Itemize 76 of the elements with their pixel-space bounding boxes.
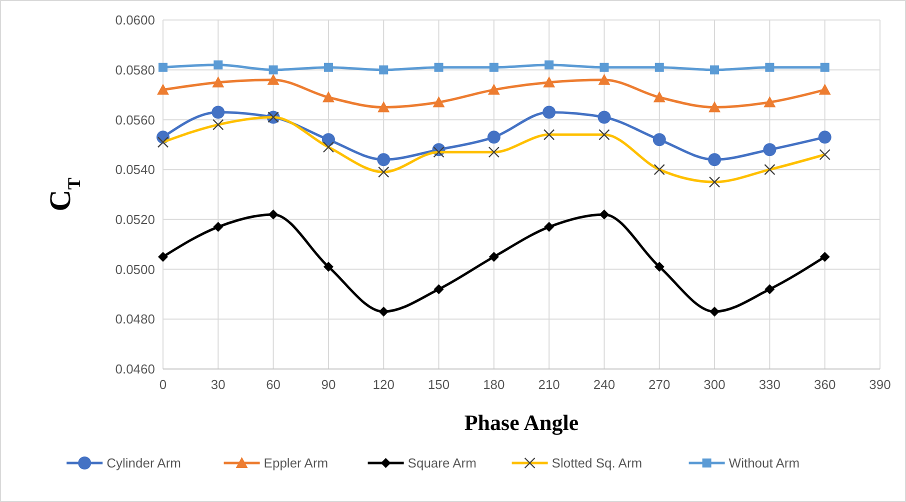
point (377, 153, 390, 166)
point (820, 62, 830, 72)
point (820, 252, 830, 262)
x-tick-label: 120 (372, 377, 394, 392)
point (598, 74, 610, 85)
point (600, 62, 609, 72)
point (213, 222, 224, 232)
y-tick-label: 0.0460 (115, 362, 155, 377)
point (158, 62, 168, 72)
point (765, 62, 774, 72)
point (653, 91, 666, 102)
y-tick-label: 0.0560 (115, 112, 155, 128)
legend-label: Eppler Arm (264, 456, 328, 471)
y-tick-label: 0.0580 (115, 62, 155, 78)
point (654, 262, 664, 272)
y-tick-label: 0.0500 (115, 262, 155, 277)
x-tick-label: 90 (321, 377, 336, 392)
point (710, 306, 720, 317)
x-tick-label: 330 (758, 377, 781, 392)
point (379, 65, 388, 74)
point (542, 106, 556, 119)
x-tick-label: 300 (704, 377, 726, 392)
point (764, 96, 776, 108)
x-axis-title: Phase Angle (464, 410, 579, 435)
point (544, 222, 554, 232)
x-tick-label: 360 (814, 377, 836, 392)
point (324, 62, 333, 72)
x-tick-label: 0 (159, 377, 167, 392)
point (322, 91, 334, 102)
y-tick-label: 0.0540 (115, 162, 155, 178)
point (543, 76, 556, 88)
y-tick-label: 0.0600 (115, 12, 155, 28)
point (434, 284, 444, 294)
point (268, 65, 278, 74)
legend-label: Slotted Sq. Arm (552, 456, 642, 471)
point (544, 60, 554, 70)
point (764, 284, 775, 294)
y-tick-label: 0.0520 (115, 212, 155, 227)
point (212, 106, 225, 119)
point (599, 209, 610, 220)
point (434, 62, 444, 72)
x-tick-label: 30 (210, 377, 226, 392)
x-tick-label: 270 (648, 377, 670, 392)
point (487, 130, 500, 144)
point (818, 130, 832, 144)
legend-label: Cylinder Arm (106, 456, 182, 471)
point (378, 101, 390, 112)
x-tick-label: 180 (483, 377, 505, 392)
x-tick-label: 150 (428, 377, 450, 392)
point (708, 101, 721, 112)
point (654, 62, 664, 72)
point (818, 84, 831, 95)
point (488, 84, 500, 95)
point (489, 62, 498, 72)
point (323, 262, 334, 272)
point (268, 209, 278, 220)
point (267, 74, 280, 85)
point (212, 76, 224, 88)
point (763, 143, 776, 156)
y-tick-label: 0.0480 (115, 312, 155, 327)
point (158, 252, 168, 262)
legend-label: Without Arm (728, 456, 800, 471)
point (488, 252, 499, 262)
point (708, 153, 722, 166)
point (157, 84, 169, 95)
point (598, 110, 611, 124)
x-tick-label: 390 (869, 377, 891, 392)
point (710, 65, 720, 74)
x-tick-label: 60 (266, 377, 281, 392)
point (652, 133, 666, 146)
x-tick-label: 210 (538, 377, 560, 392)
point (214, 60, 223, 70)
point (432, 96, 445, 108)
point (378, 306, 389, 317)
x-tick-label: 240 (593, 377, 616, 392)
legend-label: Square Arm (408, 456, 476, 471)
